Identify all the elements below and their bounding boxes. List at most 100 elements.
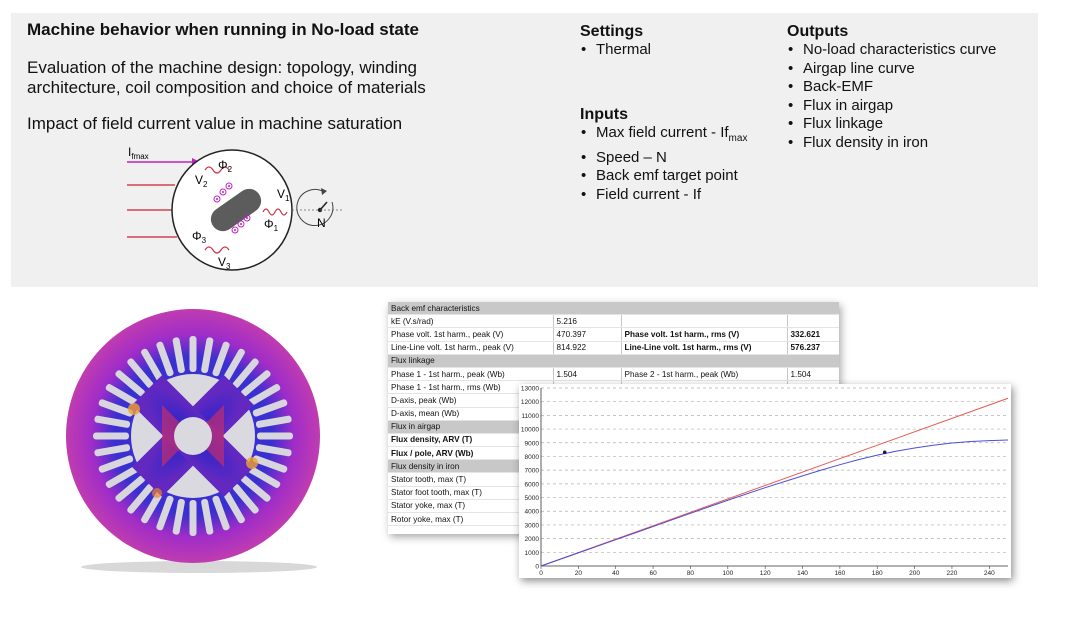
table-cell: Flux density in iron xyxy=(388,459,554,474)
rotation-arrow xyxy=(296,189,334,226)
stator-slot xyxy=(247,466,281,488)
y-tick-label: 13000 xyxy=(521,386,539,393)
stator-slot xyxy=(105,384,139,406)
phi1-label: Φ1 xyxy=(264,217,279,233)
x-tick-label: 200 xyxy=(909,570,920,577)
table-cell xyxy=(621,354,788,368)
stator-slot xyxy=(141,490,163,524)
table-row: Phase 1 - 1st harm., peak (Wb) 1.504 Phase… xyxy=(388,367,839,382)
x-tick-label: 120 xyxy=(760,570,771,577)
table-cell: Phase volt. 1st harm., peak (V) xyxy=(388,327,554,342)
table-cell: 576.237 xyxy=(787,341,839,355)
table-row: Line-Line volt. 1st harm., peak (V) 814.9… xyxy=(388,341,839,355)
saturation-hotspot xyxy=(246,457,258,469)
shaft-hole xyxy=(174,417,212,455)
conductor-dots xyxy=(213,182,251,234)
stator-slot xyxy=(172,337,185,374)
stator-slot xyxy=(212,341,230,377)
stator-slot xyxy=(115,370,145,397)
stator-slot xyxy=(255,415,292,428)
stator-slot xyxy=(201,337,214,374)
shadow xyxy=(81,561,317,573)
outputs-item: Flux density in iron xyxy=(788,134,996,153)
settings-item: Thermal xyxy=(581,41,651,60)
y-tick-label: 8000 xyxy=(525,454,540,461)
phi2-label: Φ2 xyxy=(218,158,233,174)
stator-slot xyxy=(257,432,293,440)
x-tick-label: 180 xyxy=(872,570,883,577)
description-line-2: architecture, coil composition and choic… xyxy=(27,78,426,97)
no-load-curve-chart: 0 1000 2000 3000 4000 5000 6000 7000 8000 9000 100… xyxy=(519,384,1011,578)
stator-slot xyxy=(115,475,145,502)
conductor-centers xyxy=(216,185,248,231)
y-tick-label: 2000 xyxy=(525,536,540,543)
table-cell: 5.216 xyxy=(553,314,622,329)
inputs-item-prefix: Max field current - If xyxy=(596,124,729,141)
stator-slot xyxy=(223,348,245,382)
inputs-item-max-field-current: Max field current - Ifmax xyxy=(581,124,747,149)
stator-slot xyxy=(212,495,230,531)
saturation-hotspot xyxy=(128,403,140,415)
stator-slot xyxy=(94,415,131,428)
stator-slot xyxy=(189,336,197,372)
stator-slot xyxy=(189,500,197,536)
inputs-item-subscript: max xyxy=(728,133,748,144)
x-tick-label: 60 xyxy=(649,570,657,577)
stator-slot xyxy=(241,475,271,502)
coil-phase-3 xyxy=(204,246,230,254)
table-cell xyxy=(787,302,839,316)
table-cell: kE (V.s/rad) xyxy=(388,314,554,329)
stator-slot xyxy=(255,444,292,457)
table-cell: Phase volt. 1st harm., rms (V) xyxy=(621,327,788,342)
table-cell xyxy=(553,302,622,316)
table-row: Phase volt. 1st harm., peak (V) 470.397 Ph… xyxy=(388,327,839,342)
stator-slot xyxy=(201,498,214,535)
stator-slot xyxy=(127,358,154,388)
stator-slot xyxy=(247,384,281,406)
x-tick-label: 140 xyxy=(797,570,808,577)
table-section-row: Flux linkage xyxy=(388,354,839,368)
stator-slot xyxy=(127,484,154,514)
stator-slot xyxy=(141,348,163,382)
stator-slot xyxy=(98,455,134,473)
page-title: Machine behavior when running in No-load… xyxy=(27,20,419,39)
outputs-list: No-load characteristics curve Airgap lin… xyxy=(788,41,996,152)
y-tick-label: 1000 xyxy=(525,550,540,557)
impact-text: Impact of field current value in machine… xyxy=(27,114,403,133)
x-tick-label: 160 xyxy=(834,570,845,577)
x-tick-label: 0 xyxy=(539,570,543,577)
speed-label: N xyxy=(317,216,326,230)
table-cell: 1.504 xyxy=(553,367,622,382)
stator-slot xyxy=(223,490,245,524)
stator-slot xyxy=(156,495,174,531)
table-row: kE (V.s/rad) 5.216 xyxy=(388,314,839,329)
stator-slots xyxy=(93,336,293,536)
machine-schematic-diagram: Ifmax Φ2 V2 V1 Φ1 Φ3 V3 N xyxy=(127,145,344,271)
stator-slot xyxy=(252,399,288,417)
stator-slot xyxy=(232,484,259,514)
x-tick-label: 100 xyxy=(722,570,733,577)
settings-list: Thermal xyxy=(581,41,651,60)
rotation-arrowhead xyxy=(321,188,327,195)
table-cell: Phase 2 - 1st harm., peak (Wb) xyxy=(621,367,788,382)
table-cell: 470.397 xyxy=(553,327,622,342)
table-cell xyxy=(621,314,788,329)
y-tick-label: 9000 xyxy=(525,440,540,447)
y-tick-label: 12000 xyxy=(521,399,539,406)
v2-label: V2 xyxy=(195,173,208,189)
description-line-1: Evaluation of the machine design: topolo… xyxy=(27,58,417,77)
table-cell: Flux linkage xyxy=(388,354,554,368)
rotor-body xyxy=(210,188,262,232)
outputs-item: Flux in airgap xyxy=(788,97,996,116)
coil-phase-2 xyxy=(204,166,230,174)
table-cell: 814.922 xyxy=(553,341,622,355)
field-current-label: Ifmax xyxy=(128,145,149,161)
settings-heading: Settings xyxy=(580,23,644,40)
stator-slot xyxy=(105,466,139,488)
inputs-item: Back emf target point xyxy=(581,167,747,186)
table-cell xyxy=(621,302,788,316)
table-section-row: Back emf characteristics xyxy=(388,302,839,316)
stator-slot xyxy=(252,455,288,473)
y-tick-label: 11000 xyxy=(521,413,539,420)
inputs-item: Field current - If xyxy=(581,186,747,205)
